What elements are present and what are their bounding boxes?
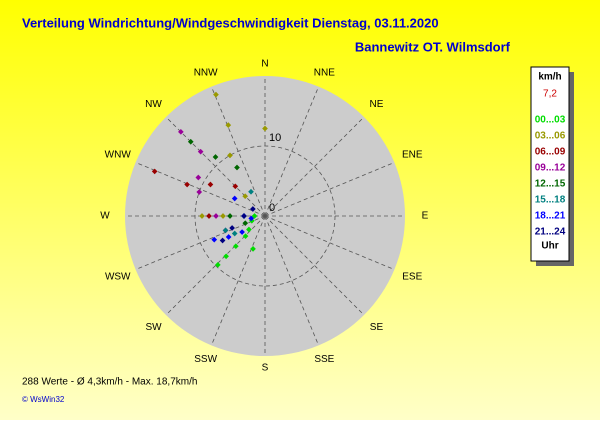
spoke bbox=[264, 215, 395, 270]
data-point bbox=[242, 193, 249, 200]
data-point bbox=[227, 213, 233, 219]
data-point bbox=[223, 253, 229, 260]
spoke bbox=[264, 116, 365, 217]
data-point bbox=[231, 230, 238, 237]
data-point bbox=[211, 236, 218, 243]
data-point bbox=[199, 213, 205, 219]
direction-label: SW bbox=[145, 322, 162, 333]
data-point bbox=[242, 220, 249, 227]
spoke bbox=[165, 215, 266, 316]
direction-label: WNW bbox=[105, 150, 132, 161]
direction-label: WSW bbox=[105, 272, 131, 283]
data-point bbox=[225, 122, 232, 128]
spoke bbox=[264, 162, 395, 217]
spoke bbox=[211, 215, 266, 346]
legend-unit: km/h bbox=[538, 72, 561, 83]
data-point bbox=[225, 234, 232, 240]
legend-label: 18...21 bbox=[535, 211, 566, 222]
legend-label: 15...18 bbox=[535, 195, 566, 206]
legend-label: 09...12 bbox=[535, 163, 566, 174]
chart-subtitle: Bannewitz OT. Wilmsdorf bbox=[355, 39, 511, 54]
legend-label: 06...09 bbox=[535, 147, 566, 158]
direction-label: ENE bbox=[402, 150, 423, 161]
data-point bbox=[234, 164, 240, 171]
data-point bbox=[215, 262, 221, 268]
legend-label: 03...06 bbox=[535, 131, 566, 142]
direction-label: SSW bbox=[194, 354, 217, 365]
direction-label: W bbox=[100, 211, 110, 222]
direction-label: SSE bbox=[314, 354, 334, 365]
data-point bbox=[219, 237, 226, 244]
data-point bbox=[250, 206, 256, 212]
data-point bbox=[220, 213, 226, 219]
data-point bbox=[231, 195, 238, 202]
data-point bbox=[248, 215, 255, 222]
data-point bbox=[187, 138, 194, 145]
direction-label: NNW bbox=[194, 67, 218, 78]
data-point bbox=[246, 226, 252, 233]
direction-label: ESE bbox=[402, 272, 422, 283]
data-point bbox=[242, 233, 249, 239]
r-tick-label: 10 bbox=[269, 132, 281, 144]
legend-label: 12...15 bbox=[535, 179, 566, 190]
spoke bbox=[264, 86, 319, 217]
current-value: 7,2 bbox=[543, 89, 557, 100]
r-tick-label: 0 bbox=[269, 202, 275, 214]
data-point bbox=[222, 227, 229, 234]
chart-title: Verteilung Windrichtung/Windgeschwindigk… bbox=[22, 15, 439, 30]
spoke bbox=[264, 215, 365, 316]
legend-footer: Uhr bbox=[541, 241, 558, 252]
legend-box bbox=[530, 66, 570, 262]
data-point bbox=[178, 129, 184, 135]
data-point bbox=[197, 148, 204, 155]
direction-label: N bbox=[261, 59, 268, 70]
data-point bbox=[239, 229, 245, 235]
spoke bbox=[264, 215, 319, 346]
data-point bbox=[151, 168, 158, 175]
data-point bbox=[207, 181, 214, 188]
data-point bbox=[195, 174, 202, 181]
data-point bbox=[241, 213, 247, 219]
data-point bbox=[184, 181, 190, 188]
direction-label: SE bbox=[370, 322, 384, 333]
grid-ring bbox=[194, 145, 336, 287]
direction-label: E bbox=[422, 211, 429, 222]
data-point bbox=[212, 154, 219, 160]
direction-label: NW bbox=[145, 99, 162, 110]
copyright: © WsWin32 bbox=[22, 395, 65, 404]
direction-label: S bbox=[262, 363, 269, 374]
direction-label: NE bbox=[370, 99, 384, 110]
data-point bbox=[232, 243, 239, 250]
direction-label: NNE bbox=[314, 67, 335, 78]
data-point bbox=[229, 225, 235, 231]
data-point bbox=[227, 152, 233, 159]
data-point bbox=[213, 91, 219, 98]
legend-label: 21...24 bbox=[535, 227, 566, 238]
data-point bbox=[213, 213, 219, 219]
data-point bbox=[262, 125, 268, 132]
data-point bbox=[232, 183, 239, 190]
grid-ring bbox=[264, 215, 266, 217]
data-point bbox=[251, 213, 258, 219]
data-point bbox=[196, 189, 203, 195]
data-point bbox=[250, 246, 256, 252]
data-point bbox=[206, 213, 212, 219]
data-point bbox=[248, 188, 254, 195]
footer: 288 Werte - Ø 4,3km/h - Max. 18,7km/h bbox=[22, 377, 197, 388]
legend-label: 00...03 bbox=[535, 115, 566, 126]
